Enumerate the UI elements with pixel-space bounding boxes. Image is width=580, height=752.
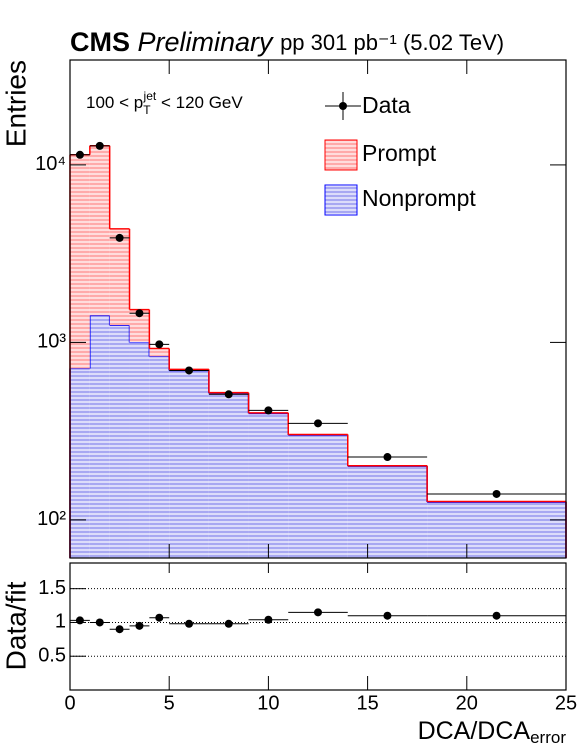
ratio-point <box>135 621 144 630</box>
ratio-point <box>492 611 501 620</box>
legend: Data Prompt Nonprompt <box>324 92 476 216</box>
data-point <box>264 406 273 415</box>
data-point <box>155 340 164 349</box>
data-point <box>185 366 194 375</box>
title: CMS Preliminary pp 301 pb⁻¹ (5.02 TeV) <box>70 27 504 57</box>
data-point <box>224 390 233 399</box>
annotation-text: < 120 GeV <box>156 93 243 112</box>
ratio-point <box>383 611 392 620</box>
x-label-sub: error <box>530 728 566 747</box>
data-point <box>135 309 144 318</box>
ratio-y-label: Data/fit <box>0 581 31 670</box>
legend-swatch <box>324 139 358 171</box>
annotation: 100 < pTjet < 120 GeV <box>86 89 243 117</box>
hist-bar <box>248 413 289 558</box>
ratio-point <box>95 618 104 627</box>
experiment: CMS <box>70 27 130 57</box>
annotation-sub: T <box>143 103 151 117</box>
y-tick-label: 0.5 <box>38 645 66 667</box>
hist-bar <box>208 393 249 558</box>
hist-bar <box>288 434 348 558</box>
hist-bar <box>70 368 90 558</box>
hist-bar <box>109 228 130 326</box>
hist-bar <box>149 356 170 558</box>
y-axis-label: Entries <box>0 60 31 147</box>
ratio-frame <box>69 562 567 691</box>
ratio-point <box>115 625 124 634</box>
status: Preliminary <box>138 27 275 57</box>
hist-bar <box>129 309 150 343</box>
x-label-main: DCA/DCA <box>418 717 531 745</box>
data-point <box>75 150 84 159</box>
hist-bar <box>427 502 566 558</box>
hist-bar <box>149 348 170 357</box>
ratio-point <box>155 613 164 622</box>
ratio-point <box>264 615 273 624</box>
x-tick-label: 5 <box>164 692 175 714</box>
data-point <box>314 419 322 428</box>
x-tick-label: 20 <box>456 692 478 714</box>
y-tick-label: 10⁴ <box>35 153 66 175</box>
ratio-point <box>314 608 322 617</box>
y-tick-label: 1 <box>55 611 66 633</box>
x-tick-label: 10 <box>257 692 279 714</box>
legend-label: Nonprompt <box>362 185 476 211</box>
legend-swatch <box>324 184 358 216</box>
ratio-point <box>185 619 194 628</box>
legend-label: Data <box>362 92 411 118</box>
hist-bar <box>347 466 428 558</box>
y-tick-label: 10² <box>37 508 66 530</box>
data-point <box>95 141 104 150</box>
ratio-point <box>75 616 84 625</box>
y-tick-label: 1.5 <box>38 577 66 599</box>
plot-area <box>69 141 567 558</box>
annotation-text: 100 < p <box>86 93 143 112</box>
lumi: pp 301 pb⁻¹ (5.02 TeV) <box>280 30 504 55</box>
legend-label: Prompt <box>362 140 437 166</box>
hist-bar <box>109 325 130 558</box>
y-tick-label: 10³ <box>37 331 66 353</box>
x-tick-label: 25 <box>555 692 577 714</box>
top-frame <box>69 59 567 559</box>
ratio-point <box>224 619 233 628</box>
data-point <box>383 453 392 462</box>
data-point <box>492 489 501 498</box>
x-tick-label: 15 <box>356 692 378 714</box>
legend-marker <box>339 102 347 110</box>
x-tick-label: 0 <box>64 692 75 714</box>
hist-bar <box>169 370 209 558</box>
data-point <box>115 233 124 242</box>
hist-bar <box>89 315 110 558</box>
hist-bar <box>129 342 150 558</box>
x-axis-label: DCA/DCAerror <box>418 717 567 748</box>
hist-bar <box>89 145 110 316</box>
annotation-sup: jet <box>143 89 157 103</box>
hist-bar <box>70 154 90 369</box>
